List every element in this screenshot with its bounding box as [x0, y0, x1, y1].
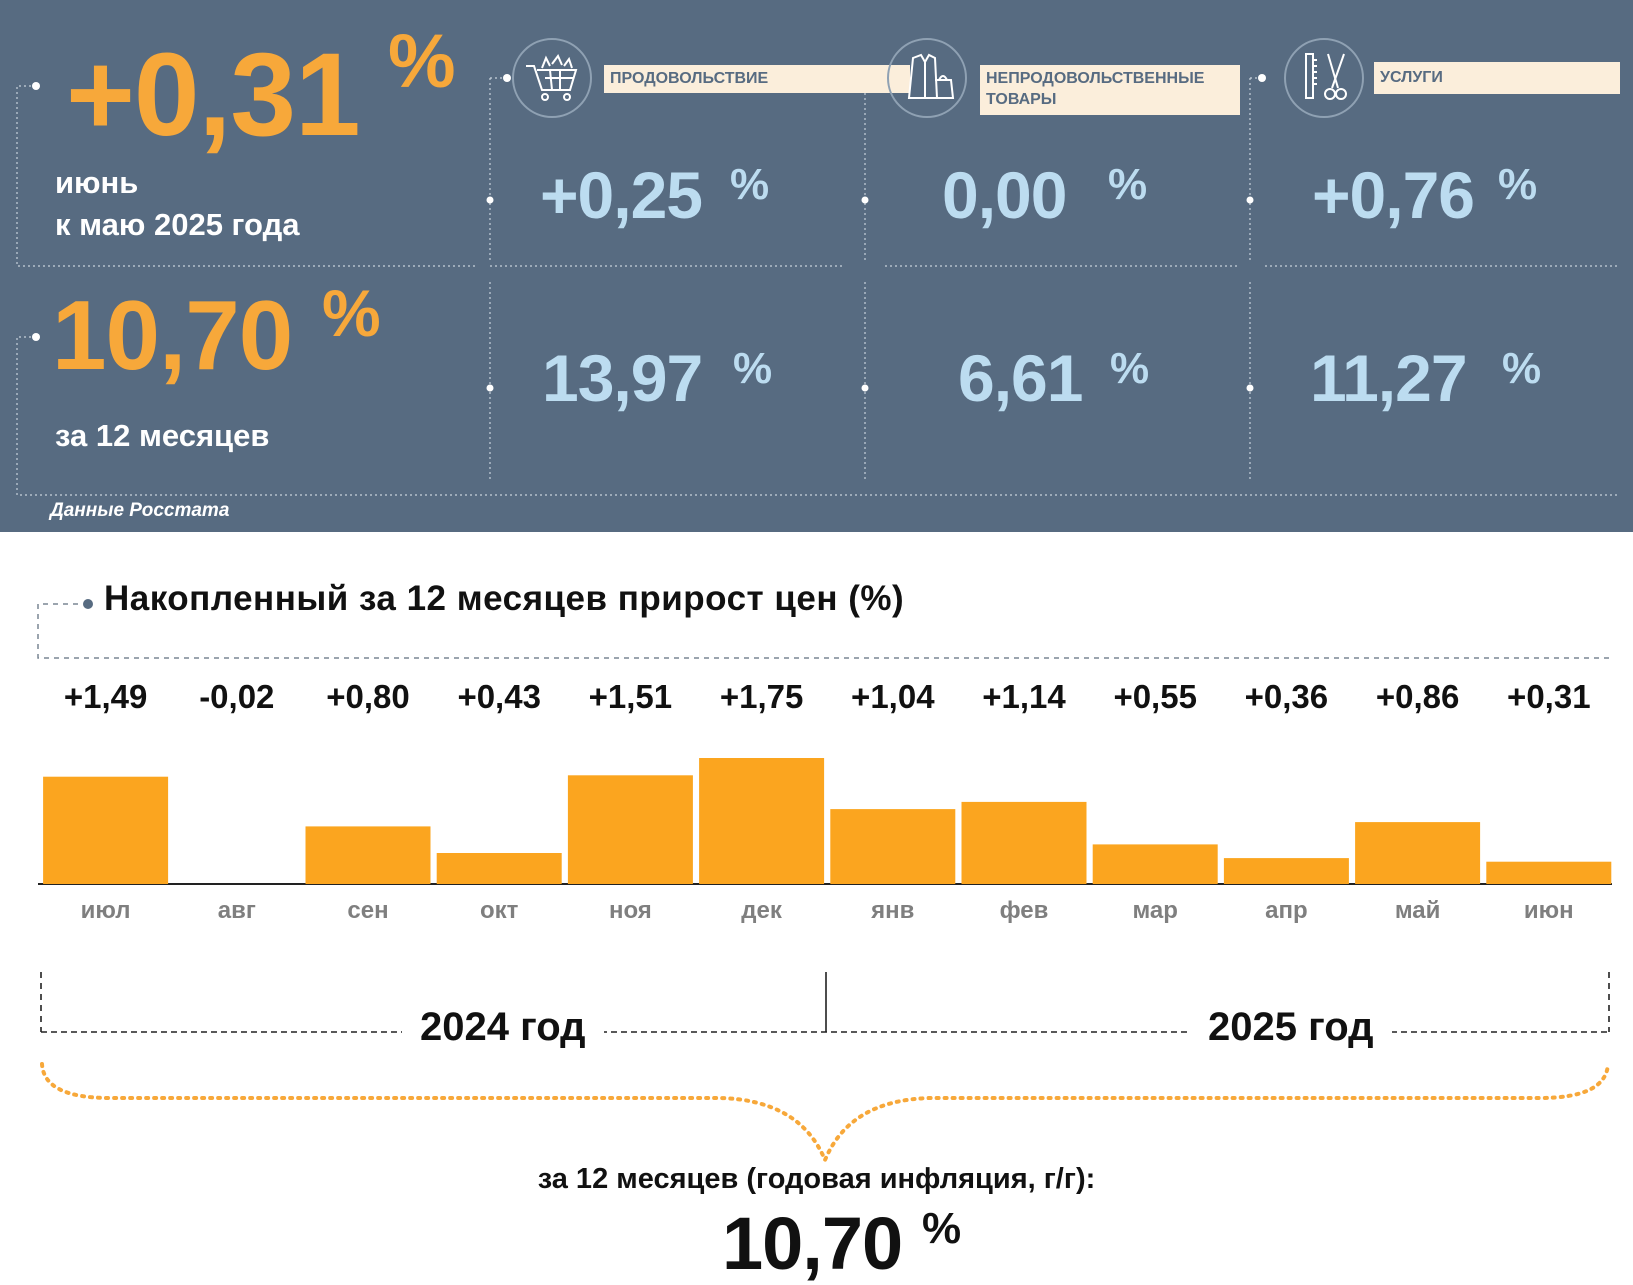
clothing-bag-icon [887, 38, 967, 118]
month-tick-1: авг [218, 897, 256, 924]
comb-scissors-glyph [1305, 53, 1347, 100]
panel-decorations [16, 74, 1618, 496]
services-month-value: +0,76 [1312, 158, 1475, 232]
data-source: Данные Росстата [50, 500, 230, 521]
bar-0 [43, 776, 169, 884]
nonfood-annual-value: 6,61 [958, 341, 1083, 415]
value-label-2: +0,80 [326, 678, 410, 715]
value-label-6: +1,04 [851, 678, 935, 715]
category-label-food: ПРОДОВОЛЬСТВИЕ [604, 65, 910, 93]
month-tick-3: окт [480, 897, 519, 924]
comb-scissors-icon [1284, 38, 1364, 118]
year-label-2025: 2025 год [1190, 1005, 1392, 1050]
value-label-11: +0,31 [1507, 678, 1591, 715]
month-tick-0: июл [81, 897, 131, 924]
nonfood-annual-unit: % [1110, 344, 1150, 393]
food-annual-unit: % [733, 344, 773, 393]
shopping-cart-glyph [526, 54, 578, 101]
value-label-1: -0,02 [199, 678, 274, 715]
annual-caption: за 12 месяцев (годовая инфляция, г/г): [537, 1163, 1096, 1195]
services-annual-value: 11,27 [1310, 341, 1468, 415]
bar-10 [1355, 822, 1481, 884]
month-label-line1: июнь [55, 165, 139, 200]
value-label-9: +0,36 [1245, 678, 1329, 715]
month-change-label: июнь к маю 2025 года [55, 162, 300, 246]
month-tick-4: ноя [609, 897, 652, 924]
bar-5 [699, 758, 825, 884]
clothing-bag-glyph [907, 53, 955, 99]
month-tick-11: июн [1524, 897, 1574, 924]
services-annual-unit: % [1502, 344, 1542, 393]
category-label-nonfood: НЕПРОДОВОЛЬСТВЕННЫЕ ТОВАРЫ [980, 65, 1240, 115]
month-tick-7: фев [1000, 897, 1049, 924]
chart-title: Накопленный за 12 месяцев прирост цен (%… [104, 579, 905, 618]
nonfood-label-line2: ТОВАРЫ [986, 91, 1057, 108]
month-label-line2: к маю 2025 года [55, 206, 300, 242]
value-label-10: +0,86 [1376, 678, 1460, 715]
year-label-2024: 2024 год [402, 1005, 604, 1050]
annual-change-value: 10,70 [52, 280, 293, 390]
value-label-7: +1,14 [982, 678, 1066, 715]
bar-3 [436, 853, 562, 884]
bar-4 [567, 775, 693, 884]
month-tick-5: дек [741, 897, 783, 924]
month-tick-8: мар [1132, 897, 1177, 924]
bar-11 [1486, 861, 1612, 884]
services-month-unit: % [1498, 160, 1538, 209]
nonfood-month-value: 0,00 [942, 158, 1067, 232]
value-label-0: +1,49 [64, 678, 148, 715]
food-month-value: +0,25 [540, 158, 703, 232]
annual-inflation-value: 10,70 [722, 1202, 903, 1285]
food-annual-value: 13,97 [542, 341, 703, 415]
annual-inflation-unit: % [922, 1204, 962, 1253]
value-label-5: +1,75 [720, 678, 804, 715]
value-label-4: +1,51 [589, 678, 673, 715]
month-tick-2: сен [347, 897, 388, 924]
bar-8 [1092, 844, 1218, 884]
shopping-cart-icon [512, 38, 592, 118]
bar-7 [961, 801, 1087, 884]
food-month-unit: % [730, 160, 770, 209]
month-tick-6: янв [870, 897, 914, 924]
value-label-8: +0,55 [1113, 678, 1197, 715]
month-tick-9: апр [1265, 897, 1308, 924]
month-change-unit: % [388, 19, 456, 104]
bar-6 [830, 809, 956, 884]
month-change-value: +0,31 [66, 29, 361, 161]
bar-2 [305, 826, 431, 884]
month-tick-10: май [1395, 897, 1441, 924]
annual-change-unit: % [322, 276, 381, 350]
bar-9 [1223, 858, 1349, 884]
nonfood-month-unit: % [1108, 160, 1148, 209]
category-label-services: УСЛУГИ [1374, 62, 1620, 94]
annual-change-label: за 12 месяцев [55, 418, 270, 453]
value-label-3: +0,43 [457, 678, 541, 715]
nonfood-label-line1: НЕПРОДОВОЛЬСТВЕННЫЕ [986, 70, 1205, 87]
